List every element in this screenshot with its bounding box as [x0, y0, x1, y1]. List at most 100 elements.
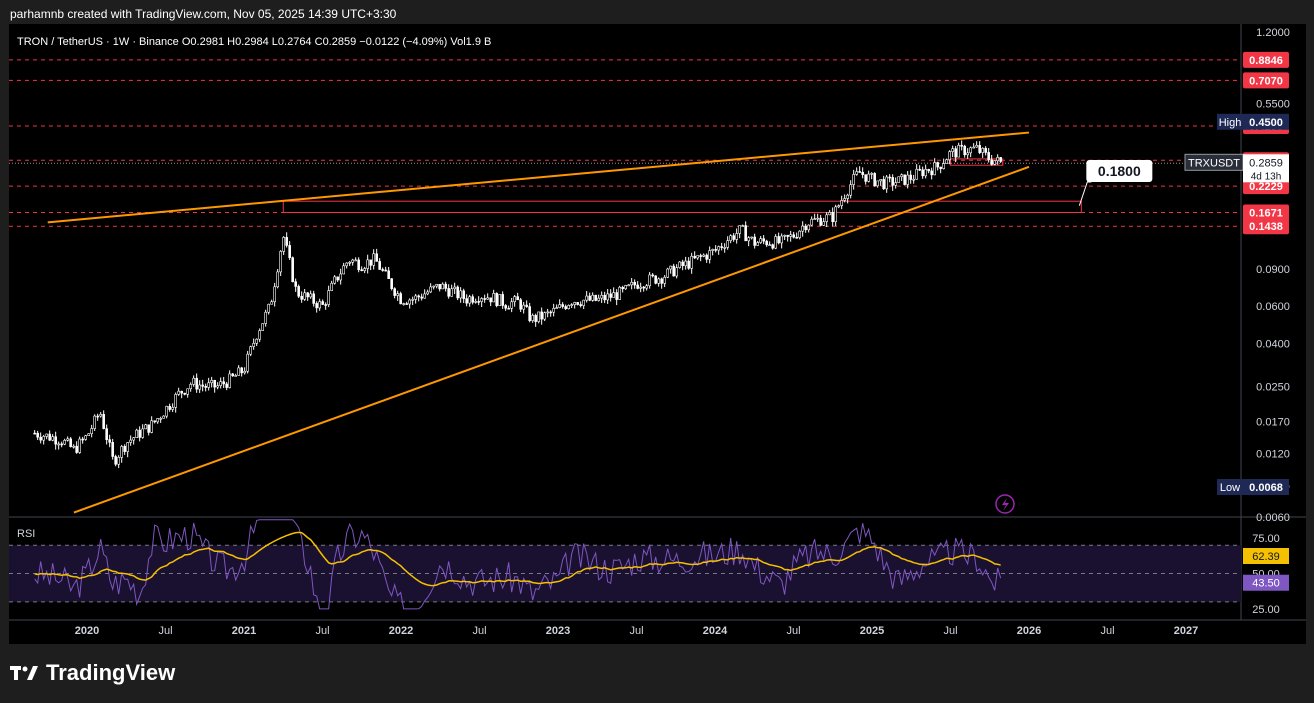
ohlc-key: L — [272, 36, 278, 48]
candle-body — [591, 294, 594, 301]
candle-body — [39, 436, 42, 441]
y-tick-label: 0.0400 — [1256, 338, 1290, 350]
candle-body — [252, 343, 255, 347]
candle-body — [543, 312, 546, 320]
low-label: Low — [1220, 482, 1240, 494]
candle-body — [66, 438, 69, 441]
chart-frame[interactable]: TRON / TetherUS · 1W · Binance O0.2981 H… — [9, 24, 1306, 644]
candle-body — [474, 301, 477, 303]
candle-body — [171, 407, 174, 410]
candle-body — [189, 384, 192, 390]
high-value: 0.4500 — [1249, 117, 1283, 129]
candle-body — [162, 415, 165, 419]
candle-body — [483, 298, 486, 300]
candle-body — [636, 284, 639, 289]
candle-body — [804, 225, 807, 231]
candle-body — [648, 274, 651, 287]
tradingview-brand[interactable]: TradingView — [10, 660, 175, 686]
candle-body — [150, 420, 153, 433]
x-tick-label: 2026 — [1017, 625, 1041, 637]
candle-body — [858, 171, 861, 173]
candle-body — [432, 285, 435, 288]
candle-body — [843, 198, 846, 201]
candle-body — [234, 375, 237, 377]
candle-body — [846, 194, 849, 199]
candle-body — [357, 259, 360, 270]
candle-body — [852, 174, 855, 185]
candle-body — [138, 429, 141, 438]
y-tick-label: 0.0170 — [1256, 417, 1290, 429]
candle-body — [939, 166, 942, 169]
candle-body — [108, 439, 111, 443]
candle-body — [99, 414, 102, 417]
candle-body — [975, 145, 978, 148]
level-label: 0.1671 — [1249, 207, 1283, 219]
candle-body — [213, 379, 216, 388]
candle-body — [276, 271, 279, 288]
recent-zone — [950, 158, 1004, 166]
candle-body — [102, 414, 105, 429]
candle-body — [147, 424, 150, 433]
candle-body — [729, 235, 732, 241]
candle-body — [645, 285, 648, 289]
candle-body — [114, 456, 117, 465]
x-tick-label: Jul — [943, 625, 957, 637]
candle-body — [144, 424, 147, 430]
candle-body — [687, 260, 690, 269]
candle-body — [135, 429, 138, 438]
candle-body — [957, 144, 960, 158]
price-chart[interactable]: TRON / TetherUS · 1W · Binance O0.2981 H… — [9, 24, 1306, 644]
level-label: 0.7070 — [1249, 75, 1283, 87]
high-badge — [1243, 113, 1289, 130]
candle-body — [444, 283, 447, 289]
level-badge — [1243, 204, 1289, 221]
bar-countdown: 4d 13h — [1251, 171, 1282, 182]
candle-body — [96, 415, 99, 418]
high-label: High — [1219, 117, 1242, 129]
candle-body — [675, 267, 678, 277]
candle-body — [690, 255, 693, 269]
candle-body — [546, 311, 549, 314]
candle-body — [123, 446, 126, 452]
callout-box — [1086, 160, 1153, 182]
x-tick-label: 2020 — [75, 625, 99, 637]
last-price-value: 0.2859 — [1249, 157, 1283, 169]
rsi-value-badge — [1243, 574, 1289, 591]
candle-body — [813, 218, 816, 220]
y-tick-label: 0.0600 — [1256, 301, 1290, 313]
candle-body — [786, 234, 789, 237]
candle-body — [498, 294, 501, 306]
candle-body — [219, 381, 222, 386]
candle-body — [987, 152, 990, 161]
candle-body — [564, 306, 567, 309]
candle-body — [600, 295, 603, 299]
candle-body — [507, 307, 510, 310]
candle-body — [309, 293, 312, 298]
candle-body — [570, 304, 573, 306]
candle-body — [930, 170, 933, 176]
candle-body — [624, 285, 627, 290]
x-tick-label: 2022 — [389, 625, 413, 637]
x-tick-label: 2024 — [703, 625, 728, 637]
candle-body — [306, 292, 309, 298]
volume-value: Vol1.9 B — [450, 36, 491, 48]
candle-body — [399, 293, 402, 305]
candle-body — [576, 302, 579, 305]
candle-body — [204, 386, 207, 388]
candle-body — [216, 385, 219, 388]
candle-body — [312, 293, 315, 304]
candle-body — [72, 445, 75, 448]
rsi-tick-label: 75.00 — [1252, 533, 1280, 545]
candle-body — [300, 295, 303, 300]
candle-body — [489, 297, 492, 303]
candle-body — [789, 234, 792, 237]
candle-body — [615, 292, 618, 300]
candle-body — [255, 338, 258, 344]
x-tick-label: Jul — [629, 625, 643, 637]
candle-body — [327, 290, 330, 305]
candle-body — [714, 249, 717, 251]
x-tick-label: Jul — [786, 625, 800, 637]
candle-body — [129, 439, 132, 443]
candle-body — [915, 168, 918, 180]
candle-body — [450, 288, 453, 297]
